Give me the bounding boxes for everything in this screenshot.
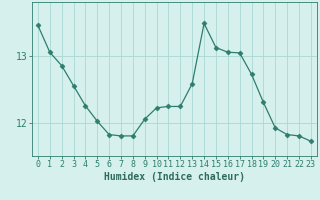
X-axis label: Humidex (Indice chaleur): Humidex (Indice chaleur) [104,172,245,182]
